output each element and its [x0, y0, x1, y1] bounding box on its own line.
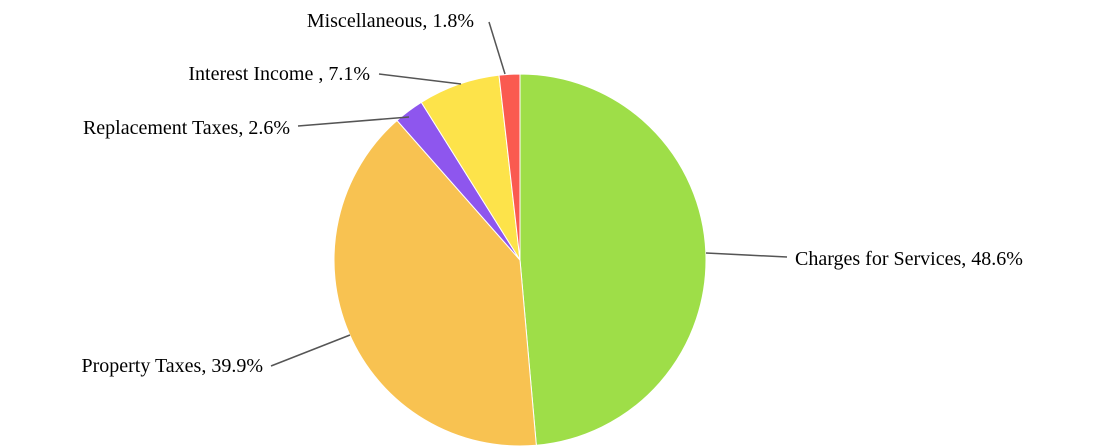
leader-line — [705, 252, 788, 258]
slice-label: Property Taxes, 39.9% — [81, 355, 263, 377]
pie-slice-miscellaneous — [498, 73, 521, 261]
slice-label: Charges for Services, 48.6% — [795, 248, 1023, 270]
pie-slice-property-taxes — [333, 119, 537, 447]
leader-line — [378, 73, 462, 85]
slice-label: Replacement Taxes, 2.6% — [83, 117, 290, 139]
slice-label: Miscellaneous, 1.8% — [307, 10, 474, 32]
slice-labels: Charges for Services, 48.6% Property Taxe… — [81, 10, 1022, 377]
leader-lines — [270, 21, 788, 367]
leader-line — [488, 21, 506, 75]
leader-line — [297, 116, 410, 127]
pie-slices — [333, 73, 707, 447]
slice-label: Interest Income , 7.1% — [188, 63, 370, 85]
pie-slice-charges-for-services — [519, 73, 707, 446]
leader-line — [270, 334, 351, 367]
